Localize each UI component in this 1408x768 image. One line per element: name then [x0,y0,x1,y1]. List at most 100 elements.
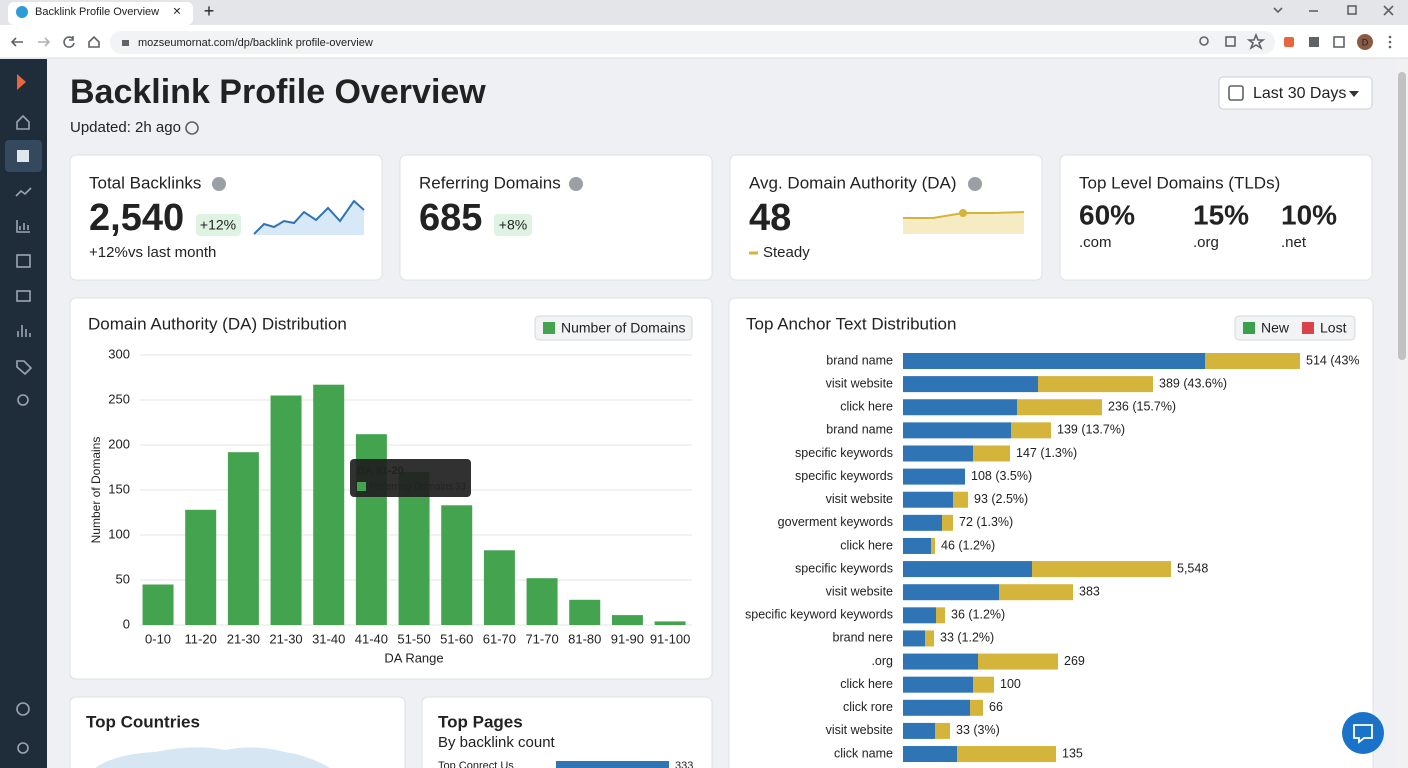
bar-label: 33 (3%) [956,723,1000,737]
bar-label: 147 (1.3%) [1016,446,1077,460]
y-tick-label: 250 [108,391,130,406]
tab-title: Backlink Profile Overview [35,6,159,18]
tab-close[interactable]: × [173,3,181,19]
bar [611,615,643,625]
logo[interactable] [17,74,26,90]
bar-segment [903,445,973,462]
nav-help[interactable] [16,702,30,716]
nav-reports[interactable] [16,220,30,233]
bar-label: 72 (1.3%) [959,515,1013,529]
extension[interactable] [1284,37,1294,47]
info-icon[interactable] [968,177,982,191]
legend-label: Lost [1320,320,1347,336]
nav-tags[interactable] [16,360,33,376]
kpi-value: 685 [419,197,482,239]
bar-segment [1205,353,1300,369]
nav-config[interactable] [17,742,29,754]
extensions[interactable] [1309,37,1319,47]
menu-dot [1388,45,1392,49]
pages-card [421,696,713,768]
kpi-value: 48 [749,197,791,239]
page-count: 333 [675,760,693,768]
forward[interactable] [38,37,51,47]
bar-segment [903,399,1017,416]
x-tick-label: 0-10 [145,631,171,646]
tld-share: 10% [1281,199,1337,230]
nav-settings[interactable] [17,394,29,406]
address-bar[interactable] [110,31,1275,54]
reload[interactable] [63,36,75,48]
category-label: click rore [843,700,893,714]
bar [185,509,217,625]
bookmark[interactable] [1246,32,1266,50]
bar-label: 36 (1.2%) [951,608,1005,622]
nav-home[interactable] [16,114,30,130]
bar-segment [1017,399,1102,416]
legend-box [534,315,693,341]
x-tick-label: 51-60 [440,631,473,646]
category-label: click name [834,746,893,760]
category-label: click here [840,677,893,691]
scroll-thumb[interactable] [1398,72,1406,360]
y-tick-label: 200 [108,436,130,451]
bar-segment [999,584,1073,601]
badge-text: +8% [499,217,527,233]
tab[interactable] [8,2,193,25]
home[interactable] [88,35,100,48]
bar-segment [903,722,935,739]
bar [142,584,174,625]
bar-label: 514 (43% [1306,353,1360,367]
nav-calendar[interactable] [16,254,31,268]
sidepanel[interactable] [1333,36,1345,48]
bar-segment [903,537,931,554]
tooltip-swatch [357,482,366,491]
bar-segment [903,584,999,601]
maximize[interactable] [1347,5,1357,15]
y-tick-label: 150 [108,481,130,496]
date-range-button[interactable] [1218,76,1373,110]
info-icon[interactable] [569,177,583,191]
clock-icon [185,121,199,135]
url[interactable]: mozseumornat.com/dp/backlink profile-ove… [138,37,373,49]
nav-trends[interactable] [15,187,32,197]
bar-segment [903,422,1011,439]
tab-search[interactable] [1273,7,1283,14]
world-map [95,747,330,768]
card-title: Top Countries [86,712,200,731]
close-window[interactable] [1383,5,1394,16]
bar-segment [903,376,1038,393]
charts: Domain Authority (DA) Distribution 0 50 100… [88,314,1360,763]
bar-segment [942,514,953,531]
bar [398,472,430,625]
sidebar [0,59,47,768]
sparkline-dot [959,209,967,217]
back[interactable] [10,37,23,47]
bar-label: 236 (15.7%) [1108,400,1176,414]
nav-dashboard[interactable] [17,150,29,162]
new-tab[interactable]: + [204,1,215,21]
y-tick-label: 300 [108,346,130,361]
nav-analytics[interactable] [17,325,31,337]
kpi-card [399,154,713,281]
x-axis-label: DA Range [384,650,443,665]
tooltip-label: Referring Domains [370,482,453,493]
zoom-icon[interactable] [1199,36,1209,46]
page-title: Backlink Profile Overview [70,73,486,111]
chat-button[interactable] [1342,712,1384,754]
bar-segment [973,676,994,693]
info-icon[interactable] [212,177,226,191]
bar-segment [957,746,1056,763]
nav-briefcase[interactable] [16,290,31,302]
share-icon[interactable] [1225,36,1236,47]
bar-segment [935,722,950,739]
kpi-title: Total Backlinks [89,173,201,192]
menu[interactable] [1388,35,1392,39]
bar-segment [903,514,942,531]
avatar[interactable] [1357,34,1373,50]
bar [569,599,601,625]
bar-label: 389 (43.6%) [1159,376,1227,390]
updated: Updated: 2h ago [70,119,181,136]
badge-text: +12% [200,217,236,233]
legend-swatch [1302,322,1314,334]
